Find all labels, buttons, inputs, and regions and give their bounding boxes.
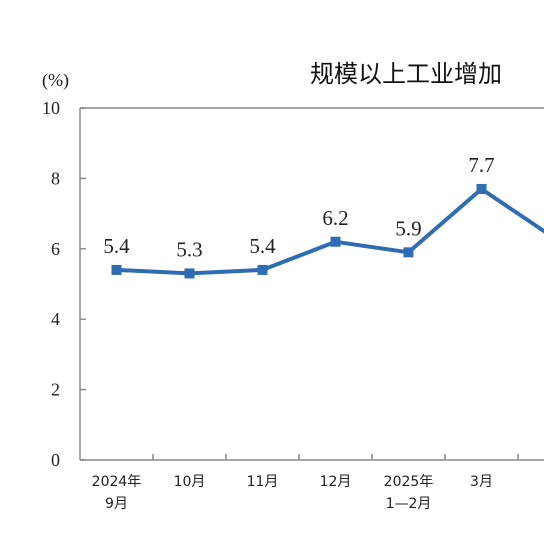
x-tick-label: 3月: [470, 474, 493, 490]
x-tick-label-line2: 9月: [105, 496, 128, 512]
x-tick-label: 2025年: [384, 474, 434, 490]
data-label: 5.3: [176, 237, 202, 261]
y-axis-unit: (%): [42, 70, 69, 91]
data-point: [257, 264, 268, 275]
data-point: [403, 247, 414, 258]
y-tick-label: 10: [42, 98, 60, 118]
y-tick-label: 6: [51, 239, 60, 259]
x-tick-label: 12月: [320, 474, 352, 490]
x-tick-label: 10月: [174, 474, 206, 490]
y-tick-label: 4: [51, 309, 60, 329]
y-ticks: 0 2 4 6 8 10: [42, 98, 86, 470]
data-label: 5.4: [103, 234, 130, 258]
data-point: [111, 264, 122, 275]
data-label: 5.4: [249, 234, 276, 258]
x-tick-label-line2: 1—2月: [386, 496, 432, 512]
data-point: [476, 183, 487, 194]
data-labels: 5.45.35.46.25.97.76: [103, 153, 494, 261]
data-label: 7.7: [468, 153, 494, 177]
x-tick-label: 11月: [247, 474, 279, 490]
chart-title: 规模以上工业增加: [310, 60, 502, 88]
y-tick-label: 2: [51, 380, 60, 400]
y-tick-label: 8: [51, 168, 60, 188]
x-tick-label: 2024年: [92, 474, 142, 490]
y-tick-label: 0: [51, 450, 60, 470]
data-label: 6.2: [322, 206, 348, 230]
data-point: [184, 268, 195, 279]
data-point: [330, 236, 341, 247]
data-label: 5.9: [395, 216, 421, 240]
series-markers: [111, 183, 487, 279]
